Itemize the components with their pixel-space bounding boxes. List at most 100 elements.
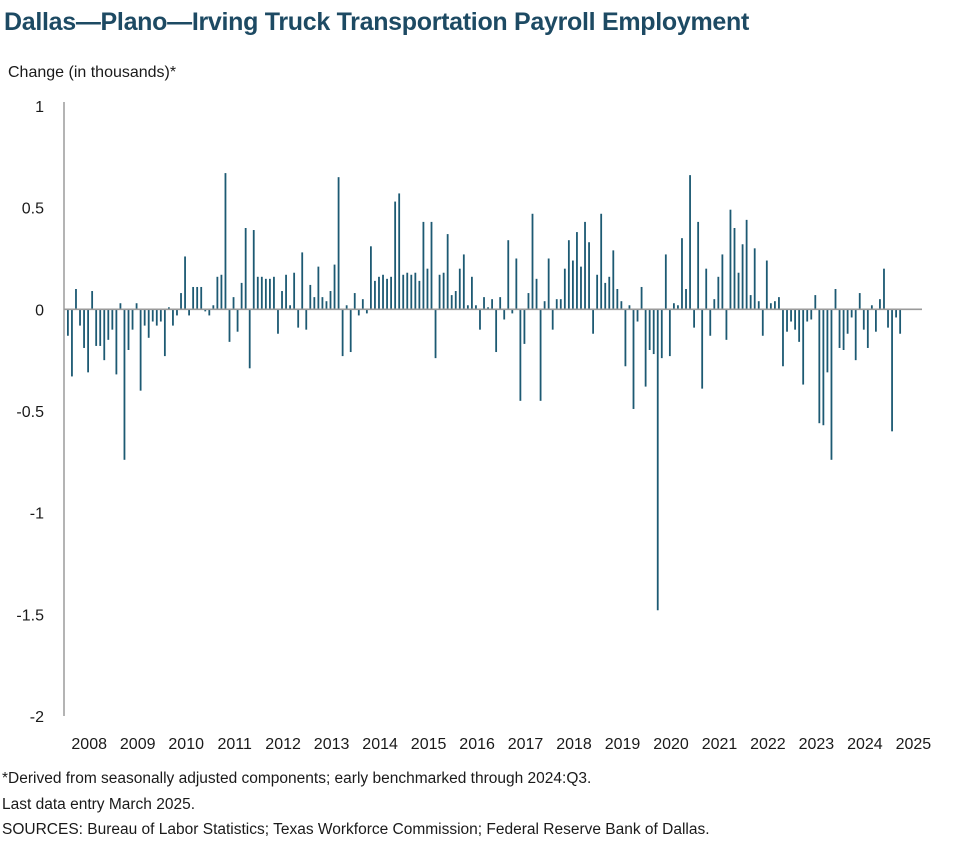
bar: [143, 309, 146, 326]
bar: [289, 305, 291, 310]
x-tick-label: 2008: [71, 736, 107, 753]
bar: [365, 309, 368, 314]
bar: [293, 272, 296, 310]
bar: [458, 268, 461, 310]
bar: [208, 309, 211, 316]
bar: [826, 309, 829, 373]
bar: [891, 309, 893, 432]
bar: [838, 309, 841, 348]
bar: [139, 309, 142, 391]
bar: [567, 240, 570, 310]
bar: [414, 272, 417, 310]
bar: [499, 297, 502, 310]
bar: [620, 301, 623, 310]
bar: [850, 309, 853, 318]
bar: [406, 272, 409, 310]
bar: [329, 291, 332, 310]
bar: [446, 234, 449, 310]
bar: [875, 309, 877, 332]
bar: [713, 299, 716, 310]
bar: [636, 309, 639, 322]
bar: [551, 309, 554, 330]
bar: [301, 252, 304, 310]
bar: [765, 260, 768, 310]
bar: [774, 301, 776, 310]
bar: [786, 309, 788, 332]
bar: [507, 240, 510, 310]
bar: [285, 274, 287, 310]
bar: [418, 280, 421, 310]
x-tick-label: 2011: [217, 736, 252, 753]
bar: [305, 309, 308, 330]
x-tick-label: 2025: [896, 736, 932, 753]
x-tick-label: 2022: [750, 736, 786, 753]
bar: [717, 276, 720, 310]
bar: [204, 309, 207, 312]
bar: [422, 221, 425, 310]
bar: [180, 293, 182, 310]
bar: [450, 295, 453, 310]
bar: [115, 309, 118, 375]
bar: [531, 213, 534, 310]
bar: [761, 309, 764, 336]
bar: [741, 244, 744, 310]
bar: [681, 238, 683, 310]
bar: [240, 282, 243, 310]
bar: [600, 213, 603, 310]
bar: [184, 256, 186, 310]
bar: [563, 268, 566, 310]
bar: [462, 254, 465, 310]
bar: [402, 274, 405, 310]
bar: [147, 309, 150, 338]
x-tick-label: 2019: [605, 736, 641, 753]
y-tick-label: -0.5: [16, 404, 44, 421]
y-tick-label: 0.5: [22, 201, 44, 218]
x-tick-label: 2017: [508, 736, 544, 753]
bar: [224, 173, 227, 310]
bar: [701, 309, 704, 389]
bar: [228, 309, 231, 342]
bar: [834, 289, 837, 310]
bar: [67, 309, 69, 336]
bar: [349, 309, 352, 353]
bar: [511, 309, 514, 314]
bar: [163, 309, 166, 357]
bar: [71, 309, 73, 377]
bar: [188, 309, 190, 316]
bar: [378, 276, 380, 310]
y-tick-label: -2: [30, 709, 44, 726]
bar: [111, 309, 114, 330]
bar: [547, 258, 550, 310]
bar: [539, 309, 542, 401]
bar: [854, 309, 857, 361]
chart-plot: 10.50-0.5-1-1.5-2 2008 2009 2010 2011 2012 20…: [16, 99, 932, 753]
bar: [866, 309, 869, 348]
bar: [737, 272, 740, 310]
bar: [313, 297, 316, 310]
bar: [487, 307, 489, 310]
bar: [624, 309, 627, 367]
x-tick-label: 2023: [799, 736, 835, 753]
bar: [822, 309, 825, 426]
bar: [588, 242, 590, 310]
bar: [95, 309, 98, 346]
x-tick-label: 2012: [265, 736, 301, 753]
chart-title: Dallas—Plano—Irving Truck Transportation…: [4, 8, 749, 36]
y-tick-label: 0: [35, 302, 44, 319]
bar: [103, 309, 106, 361]
bar-series: [67, 173, 902, 611]
bar: [543, 301, 546, 310]
bar: [899, 309, 902, 334]
bar: [232, 297, 235, 310]
bar: [608, 276, 611, 310]
bar: [612, 250, 615, 310]
bar: [252, 230, 255, 310]
bar: [790, 309, 792, 322]
bar: [248, 309, 251, 369]
bar: [802, 309, 805, 385]
bar: [576, 232, 578, 310]
bar: [559, 299, 562, 310]
bar: [176, 309, 178, 316]
bar: [798, 309, 801, 342]
bar: [769, 303, 772, 310]
